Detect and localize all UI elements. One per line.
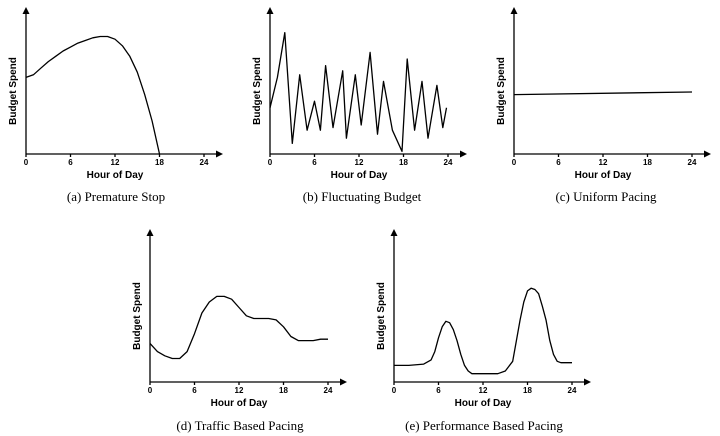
x-axis-label: Hour of Day [455,398,512,409]
x-tick-label: 6 [192,386,197,395]
x-tick-label: 6 [556,158,561,167]
series-line-1 [513,91,693,96]
x-axis-label: Hour of Day [331,170,388,181]
x-axis-label: Hour of Day [211,398,268,409]
y-axis-label: Budget Spend [8,57,19,125]
panel-caption: (c) Uniform Pacing [555,189,657,204]
panel-caption: (a) Premature Stop [67,189,165,204]
series-line-1 [25,35,161,155]
x-axis-label: Hour of Day [87,170,144,181]
x-axis-label: Hour of Day [575,170,632,181]
chart-panel-1: 0 6 12 18 24 Hour of Day Budget Spend (a) Prema… [8,7,223,204]
x-tick-label: 18 [523,386,532,395]
panel-caption: (e) Performance Based Pacing [405,418,563,433]
x-tick-label: 0 [392,386,397,395]
y-axis-arrowhead [390,229,398,236]
x-axis-arrowhead [584,378,591,386]
x-tick-label: 24 [200,158,209,167]
panel-caption: (d) Traffic Based Pacing [176,418,304,433]
x-tick-label: 0 [24,158,29,167]
x-tick-label: 24 [688,158,697,167]
x-tick-label: 18 [279,386,288,395]
x-tick-label: 12 [355,158,364,167]
x-axis-arrowhead [460,150,467,158]
y-axis-arrowhead [266,7,274,14]
y-axis-label: Budget Spend [132,282,143,350]
chart-panel-5: 0 6 12 18 24 Hour of Day Budget Spend (e) Perfo… [376,229,591,433]
x-axis-arrowhead [216,150,223,158]
y-axis-label: Budget Spend [496,57,507,125]
y-axis-arrowhead [146,229,154,236]
x-axis-arrowhead [704,150,711,158]
x-tick-label: 18 [155,158,164,167]
series-line-1 [269,31,448,153]
x-tick-label: 0 [268,158,273,167]
x-tick-label: 6 [68,158,73,167]
x-tick-label: 0 [148,386,153,395]
x-tick-label: 12 [479,386,488,395]
x-tick-label: 6 [436,386,441,395]
chart-panel-3: 0 6 12 18 24 Hour of Day Budget Spend (c) Unifo… [496,7,711,204]
x-axis-arrowhead [340,378,347,386]
y-axis-arrowhead [510,7,518,14]
x-tick-label: 18 [399,158,408,167]
y-axis-label: Budget Spend [252,57,263,125]
y-axis-arrowhead [22,7,30,14]
y-axis-label: Budget Spend [376,282,387,350]
series-line-1 [394,287,572,375]
x-tick-label: 24 [444,158,453,167]
x-tick-label: 18 [643,158,652,167]
x-tick-label: 12 [599,158,608,167]
chart-panel-4: 0 6 12 18 24 Hour of Day Budget Spend (d) Traff… [132,229,347,433]
x-tick-label: 24 [324,386,333,395]
series-line-1 [149,295,328,360]
x-tick-label: 0 [512,158,517,167]
chart-panel-2: 0 6 12 18 24 Hour of Day Budget Spend (b) Fluct… [252,7,467,204]
panel-caption: (b) Fluctuating Budget [303,189,422,204]
x-tick-label: 12 [111,158,120,167]
x-tick-label: 6 [312,158,317,167]
x-tick-label: 12 [235,386,244,395]
x-tick-label: 24 [568,386,577,395]
